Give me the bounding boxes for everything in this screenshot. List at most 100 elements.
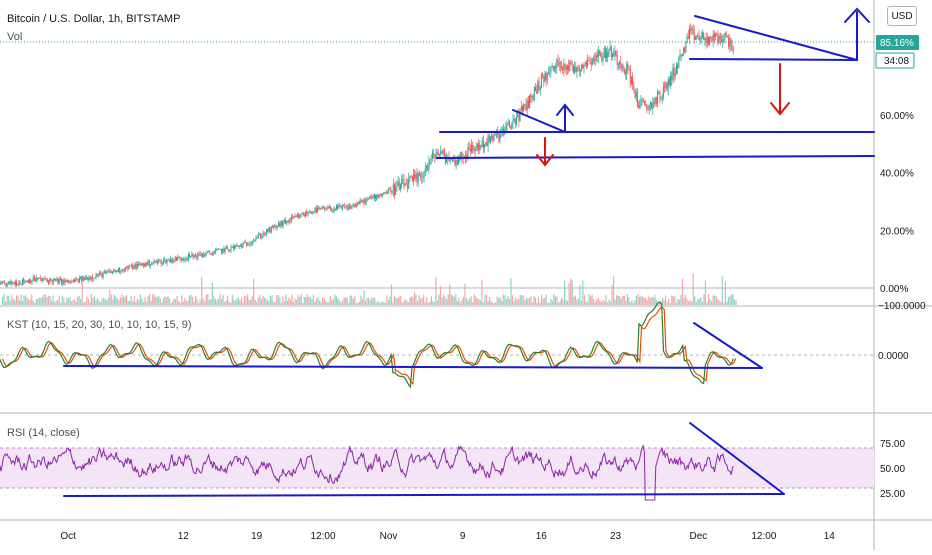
candle-body (107, 271, 109, 273)
volume-bar (712, 295, 714, 305)
volume-bar (622, 296, 624, 305)
price-axis[interactable]: 0.00% 20.00% 40.00% 60.00% 0.0000 −100.0000 75… (878, 111, 926, 500)
candle-body (471, 144, 472, 152)
candle-body (57, 278, 59, 284)
kst-tick-label: 0.0000 (878, 351, 909, 362)
volume-bar (83, 302, 85, 305)
candle-body (366, 198, 368, 200)
candle-body (238, 245, 240, 247)
candle-body (664, 86, 666, 88)
volume-label[interactable]: Vol (7, 31, 22, 43)
volume-bar (522, 295, 524, 305)
volume-bar (617, 296, 619, 305)
rsi-label[interactable]: RSI (14, close) (7, 427, 80, 439)
candle-body (16, 282, 18, 285)
candle-body (456, 160, 458, 165)
price-tick-label: 0.00% (880, 284, 908, 295)
candle-body (24, 281, 26, 283)
rsi-pane[interactable] (0, 444, 874, 501)
candle-body (431, 153, 433, 159)
candle-body (76, 278, 78, 280)
volume-bar (145, 301, 148, 305)
candle-body (662, 86, 664, 97)
volume-bar (273, 302, 275, 305)
kst-pane[interactable] (0, 301, 874, 389)
volume-bar (697, 299, 699, 305)
volume-bar (628, 297, 630, 305)
candle-body (407, 184, 408, 188)
volume-bar (698, 298, 700, 305)
kst-label[interactable]: KST (10, 15, 20, 30, 10, 10, 10, 15, 9) (7, 319, 191, 331)
candle-body (0, 282, 1, 286)
volume-bar (461, 299, 463, 305)
candle-body (36, 278, 38, 281)
volume-bar (684, 294, 687, 305)
kst-tick-label: −100.0000 (878, 301, 926, 312)
candle-body (465, 154, 467, 159)
candle-body (142, 263, 144, 266)
candle-body (347, 206, 349, 210)
candle-body (160, 260, 162, 264)
volume-bar (332, 299, 334, 305)
time-tick-label: Nov (380, 531, 398, 542)
candle-body (234, 246, 236, 249)
candle-body (597, 51, 599, 58)
candle-body (555, 66, 557, 69)
volume-bar (12, 298, 14, 305)
volume-bar (413, 292, 416, 305)
candle-body (341, 206, 343, 209)
volume-bar (274, 301, 276, 305)
volume-bar (417, 301, 419, 305)
candle-body (625, 72, 626, 74)
drawings-layer[interactable] (63, 7, 875, 497)
candle-body (666, 83, 668, 90)
candle-body (55, 279, 57, 281)
volume-bar (319, 300, 321, 305)
candle-body (428, 161, 430, 171)
candle-body (623, 69, 625, 73)
candle-body (6, 282, 8, 287)
volume-bar (44, 294, 47, 305)
candle-body (84, 278, 86, 281)
volume-bar (49, 295, 51, 305)
candle-body (600, 53, 602, 56)
time-axis[interactable]: Oct 12 19 12:00 Nov 9 16 23 Dec 12:00 14 (60, 531, 835, 542)
candle-body (673, 67, 675, 76)
candle-body (706, 37, 708, 44)
volume-bar (648, 295, 650, 305)
candle-body (729, 38, 731, 47)
candle-body (379, 194, 381, 196)
volume-bar (236, 298, 238, 305)
volume-bar (256, 301, 258, 305)
candle-body (166, 260, 168, 264)
currency-button[interactable]: USD (887, 6, 917, 26)
candle-body (354, 204, 356, 207)
volume-bar (521, 294, 523, 305)
candle-body (245, 242, 247, 245)
candle-body (205, 252, 207, 255)
candle-body (249, 243, 251, 245)
trend-line (512, 109, 566, 133)
candle-body (353, 204, 355, 207)
volume-bar (505, 299, 507, 305)
candle-body (604, 48, 606, 59)
candle-body (544, 72, 546, 82)
volume-bar (424, 302, 426, 305)
candle-body (639, 104, 641, 108)
candle-body (601, 55, 603, 61)
volume-bar (733, 299, 736, 305)
candle-body (556, 59, 558, 69)
volume-bar (358, 302, 360, 305)
volume-bar (130, 296, 132, 305)
volume-bar (701, 302, 703, 305)
volume-bar (680, 295, 682, 305)
volume-bar (724, 281, 726, 305)
candle-body (158, 260, 160, 262)
volume-bar (729, 296, 731, 305)
volume-bar (147, 296, 149, 305)
time-tick-label: 12:00 (310, 531, 335, 542)
symbol-title[interactable]: Bitcoin / U.S. Dollar, 1h, BITSTAMP (7, 13, 180, 25)
candle-body (106, 271, 108, 273)
